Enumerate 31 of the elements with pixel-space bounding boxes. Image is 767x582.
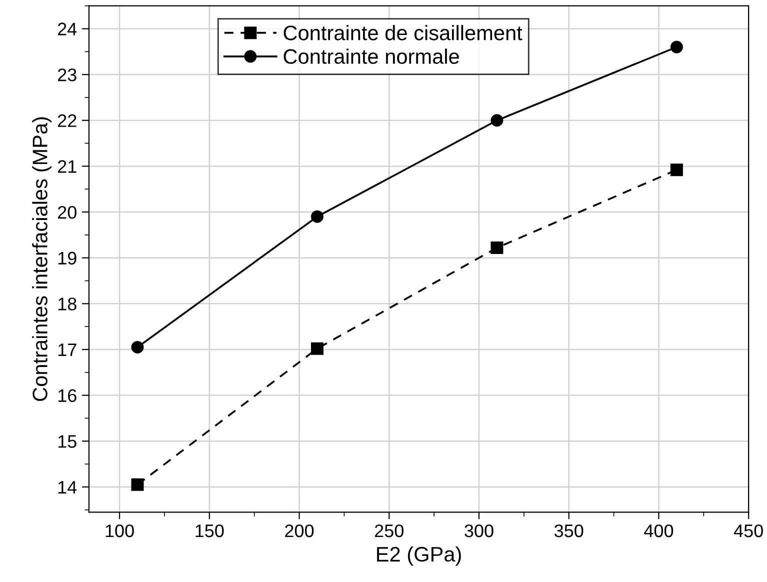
y-axis-title: Contraintes interfaciales (MPa) (32, 117, 52, 401)
y-tick-label: 15 (58, 435, 76, 448)
x-axis-title: E2 (GPa) (377, 546, 461, 566)
point (670, 164, 683, 176)
point (131, 340, 144, 354)
y-tick-label: 20 (58, 206, 76, 219)
x-tick-label: 200 (285, 524, 314, 538)
y-tick-label: 16 (58, 389, 76, 402)
x-tick-label: 350 (554, 524, 584, 538)
y-tick-label: 23 (58, 68, 76, 82)
point (670, 40, 683, 54)
legend-label: Contrainte normale (284, 48, 459, 64)
point (310, 210, 324, 223)
y-tick-label: 14 (58, 481, 77, 494)
y-tick-label: 21 (58, 160, 76, 173)
x-tick-label: 300 (464, 524, 494, 538)
y-tick-label: 19 (58, 252, 76, 265)
y-tick-label: 17 (58, 344, 76, 356)
x-tick-label: 400 (644, 524, 674, 538)
x-tick-label: 100 (106, 524, 134, 538)
x-tick-label: 250 (374, 524, 404, 538)
x-tick-label: 450 (734, 524, 763, 538)
point (490, 114, 504, 127)
y-tick-label: 18 (58, 298, 76, 310)
legend-label: Contrainte de cisaillement (284, 25, 522, 40)
x-tick-label: 150 (196, 524, 224, 538)
point (310, 342, 324, 355)
point (490, 242, 504, 254)
y-tick-label: 22 (58, 114, 76, 127)
point (131, 478, 144, 491)
y-tick-label: 24 (58, 22, 77, 36)
